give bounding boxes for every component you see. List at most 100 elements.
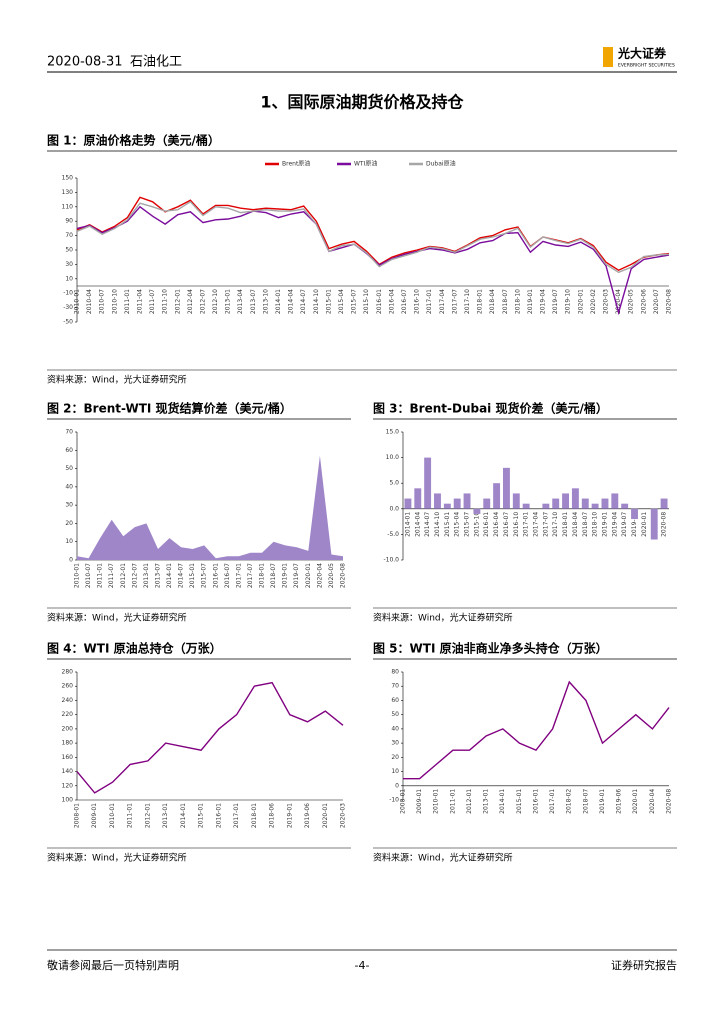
x-tick-label: 2020-02 — [590, 289, 597, 314]
figure-source: 资料来源：Wind，光大证券研究所 — [47, 374, 187, 386]
x-tick-label: 2016-07 — [401, 289, 408, 314]
y-tick-label: 140 — [62, 768, 74, 775]
bar — [512, 493, 520, 509]
x-tick-label: 2017-07 — [542, 512, 549, 537]
x-tick-label: 2020-04 — [316, 563, 323, 588]
x-tick-label: 2010-01 — [74, 289, 81, 314]
x-tick-label: 2019-01 — [601, 512, 608, 537]
bar — [650, 508, 658, 540]
y-tick-label: 50 — [65, 247, 73, 254]
x-tick-label: 2019-07 — [293, 563, 300, 588]
x-tick-label: 2012-07 — [199, 289, 206, 314]
x-tick-label: 2015-01 — [444, 512, 451, 537]
x-tick-label: 2013-07 — [250, 289, 257, 314]
x-tick-label: 2009-01 — [91, 803, 98, 828]
bar — [493, 483, 501, 509]
x-tick-label: 2010-01 — [74, 563, 81, 588]
y-tick-label: 160 — [62, 754, 74, 761]
y-tick-label: 130 — [62, 189, 74, 196]
x-tick-label: 2018-01 — [251, 803, 258, 828]
x-tick-label: 2013-01 — [483, 789, 490, 814]
x-tick-label: 2012-01 — [120, 563, 127, 588]
section-title: 1、国际原油期货价格及持仓 — [260, 93, 464, 112]
y-tick-label: 150 — [62, 175, 74, 182]
bar — [591, 503, 599, 509]
x-tick-label: 2015-01 — [189, 563, 196, 588]
x-tick-label: 2015-01 — [325, 289, 332, 314]
x-tick-label: 2019-07 — [552, 289, 559, 314]
x-tick-label: 2016-01 — [533, 789, 540, 814]
line — [76, 200, 670, 274]
x-tick-label: 2020-08 — [340, 563, 347, 588]
figure-source: 资料来源：Wind，光大证券研究所 — [373, 852, 513, 864]
x-tick-label: 2018-07 — [582, 512, 589, 537]
x-tick-label: 2020-04 — [649, 789, 656, 814]
bar — [581, 498, 589, 509]
x-tick-label: 2018-07 — [270, 563, 277, 588]
x-tick-label: 2011-01 — [127, 803, 134, 828]
x-tick-label: 2011-01 — [97, 563, 104, 588]
figure-title: 图 1：原油价格走势（美元/桶） — [47, 133, 220, 148]
x-tick-label: 2010-07 — [99, 289, 106, 314]
y-tick-label: 260 — [62, 683, 74, 690]
bar — [601, 498, 609, 509]
x-tick-label: 2019-06 — [616, 789, 623, 814]
x-tick-label: 2018-07 — [502, 289, 509, 314]
x-tick-label: 2016-01 — [212, 563, 219, 588]
line — [403, 680, 670, 780]
x-tick-label: 2017-01 — [549, 789, 556, 814]
x-tick-label: 2019-01 — [527, 289, 534, 314]
x-tick-label: 2019-01 — [599, 789, 606, 814]
logo-en: EVERBRIGHT SECURITIES — [618, 63, 675, 69]
logo-icon — [603, 47, 613, 67]
y-tick-label: 70 — [65, 429, 73, 436]
x-tick-label: 2020-08 — [661, 512, 668, 537]
y-tick-label: 110 — [62, 203, 74, 210]
x-tick-label: 2016-04 — [493, 512, 500, 537]
bar — [453, 498, 461, 509]
x-tick-label: 2014-04 — [414, 512, 421, 537]
x-tick-label: 2010-10 — [111, 289, 118, 314]
x-tick-label: 2013-01 — [225, 289, 232, 314]
x-tick-label: 2011-07 — [149, 289, 156, 314]
x-tick-label: 2012-01 — [144, 803, 151, 828]
y-tick-label: 70 — [391, 683, 399, 690]
y-tick-label: 60 — [391, 697, 399, 704]
x-tick-label: 2017-01 — [426, 289, 433, 314]
y-tick-label: 220 — [62, 711, 74, 718]
figure-title: 图 4：WTI 原油总持仓（万张） — [47, 641, 222, 656]
y-tick-label: 15.0 — [386, 429, 400, 436]
x-tick-label: 2017-04 — [439, 289, 446, 314]
x-tick-label: 2014-01 — [275, 289, 282, 314]
bar — [463, 493, 471, 509]
x-tick-label: 2017-04 — [533, 512, 540, 537]
x-tick-label: 2020-03 — [603, 289, 610, 314]
x-tick-label: 2012-07 — [131, 563, 138, 588]
y-tick-label: -50 — [63, 319, 73, 326]
y-tick-label: 40 — [391, 725, 399, 732]
y-tick-label: 5.0 — [389, 480, 399, 487]
x-tick-label: 2011-07 — [108, 563, 115, 588]
x-tick-label: 2014-01 — [499, 789, 506, 814]
figure-title: 图 3：Brent-Dubai 现货价差（美元/桶） — [373, 401, 608, 416]
footer-right: 证券研究报告 — [611, 958, 677, 972]
y-tick-label: 60 — [65, 447, 73, 454]
x-tick-label: 2017-10 — [464, 289, 471, 314]
y-tick-label: 0.0 — [389, 505, 399, 512]
y-tick-label: 120 — [62, 782, 74, 789]
bar — [542, 503, 550, 509]
y-tick-label: -10 — [63, 290, 73, 297]
x-tick-label: 2020-08 — [666, 289, 673, 314]
y-tick-label: 10 — [65, 275, 73, 282]
x-tick-label: 2020-01 — [641, 512, 648, 537]
x-tick-label: 2012-04 — [187, 289, 194, 314]
x-tick-label: 2020-01 — [322, 803, 329, 828]
x-tick-label: 2014-01 — [166, 563, 173, 588]
x-tick-label: 2015-07 — [464, 512, 471, 537]
bar — [502, 467, 510, 509]
x-tick-label: 2008-01 — [74, 803, 81, 828]
x-tick-label: 2010-01 — [433, 789, 440, 814]
x-tick-label: 2020-08 — [666, 789, 673, 814]
date: 2020-08-31 — [47, 55, 123, 70]
bar — [434, 493, 441, 509]
